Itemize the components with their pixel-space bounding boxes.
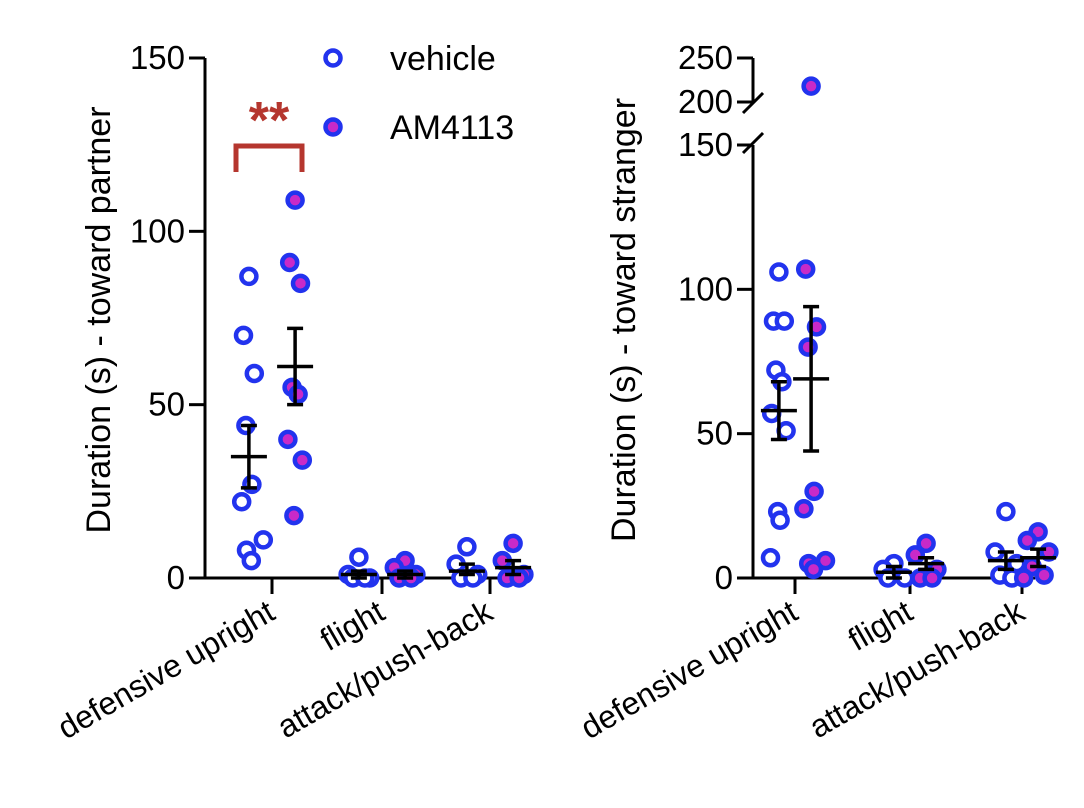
partner-category-label: defensive upright bbox=[51, 593, 280, 746]
stranger-am4113-point bbox=[1013, 568, 1034, 588]
stranger-vehicle-point bbox=[996, 501, 1016, 522]
partner-am4113-point bbox=[284, 505, 304, 526]
partner-am4113-point bbox=[292, 450, 313, 470]
stranger-vehicle-point bbox=[769, 262, 789, 282]
legend-am4113-label: AM4113 bbox=[390, 109, 514, 147]
partner-vehicle-point bbox=[242, 474, 262, 495]
partner-y-tick-label: 100 bbox=[130, 212, 185, 249]
partner-significance-label: ** bbox=[249, 92, 290, 150]
partner-vehicle-point bbox=[349, 547, 369, 567]
stranger-am4113-point bbox=[801, 76, 821, 96]
stranger-am4113-point bbox=[803, 559, 824, 580]
partner-vehicle-point bbox=[231, 491, 252, 512]
partner-vehicle-point bbox=[244, 363, 265, 384]
partner-ylabel: Duration (s) - toward partner bbox=[80, 106, 118, 533]
stranger-panel: Duration (s) - toward stranger 0 50 100 150… bbox=[574, 39, 1059, 746]
partner-am4113-point bbox=[503, 533, 523, 554]
stranger-ylabel: Duration (s) - toward stranger bbox=[605, 98, 643, 542]
stranger-vehicle-point bbox=[770, 510, 790, 531]
stranger-vehicle-point bbox=[760, 548, 781, 568]
partner-y-tick-label: 50 bbox=[148, 386, 185, 423]
partner-am4113-point bbox=[290, 273, 311, 294]
partner-category-label: flight bbox=[314, 593, 391, 658]
legend-am4113-marker bbox=[323, 117, 343, 137]
stranger-y-tick-label: 0 bbox=[715, 559, 733, 596]
stranger-am4113-point bbox=[1017, 530, 1038, 551]
stranger-vehicle-point bbox=[776, 421, 796, 441]
stranger-y-tick-label: 100 bbox=[678, 270, 733, 307]
partner-vehicle-point bbox=[233, 325, 254, 346]
stranger-am4113-point bbox=[804, 481, 824, 502]
legend-vehicle-marker bbox=[323, 48, 343, 68]
stranger-am4113-point bbox=[795, 259, 816, 279]
partner-am4113-point bbox=[288, 384, 308, 405]
stranger-vehicle-point bbox=[774, 311, 795, 331]
partner-am4113-point bbox=[278, 429, 298, 450]
partner-y-tick-label: 0 bbox=[167, 559, 185, 596]
stranger-category-label: attack/push-back bbox=[803, 592, 1031, 745]
partner-vehicle-point bbox=[253, 530, 274, 550]
partner-am4113-point bbox=[279, 252, 300, 273]
legend-vehicle-label: vehicle bbox=[390, 40, 496, 78]
partner-vehicle-point bbox=[239, 266, 259, 287]
stranger-category-label: defensive upright bbox=[574, 593, 803, 746]
legend: vehicle AM4113 bbox=[323, 40, 514, 147]
partner-vehicle-point bbox=[457, 537, 477, 557]
stranger-am4113-point bbox=[905, 545, 926, 565]
partner-y-tick-label: 150 bbox=[130, 39, 185, 76]
stranger-axis-break-mark bbox=[741, 131, 765, 155]
stranger-y-tick-label: 150 bbox=[678, 126, 733, 163]
partner-vehicle-point bbox=[241, 550, 262, 571]
stranger-y-tick-label: 250 bbox=[678, 39, 733, 76]
stranger-am4113-point bbox=[1034, 565, 1054, 585]
partner-am4113-point bbox=[285, 190, 305, 210]
stranger-am4113-point bbox=[916, 533, 936, 554]
stranger-y-tick-label: 200 bbox=[678, 83, 733, 120]
stranger-vehicle-point bbox=[761, 403, 782, 424]
stranger-am4113-point bbox=[922, 568, 942, 588]
stranger-am4113-point bbox=[794, 498, 814, 519]
stranger-y-tick-label: 50 bbox=[696, 415, 733, 452]
partner-significance-bracket bbox=[233, 143, 305, 172]
stranger-category-label: flight bbox=[842, 593, 919, 658]
stranger-am4113-point bbox=[798, 337, 818, 357]
